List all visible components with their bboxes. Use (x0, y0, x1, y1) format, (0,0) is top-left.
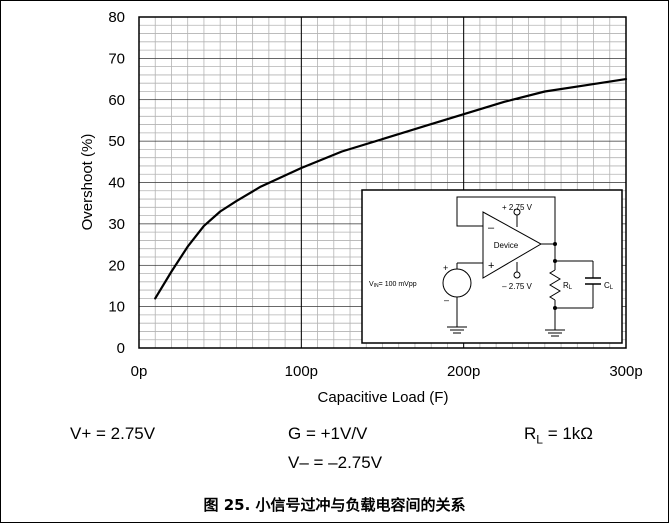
figure-caption: 图 25. 小信号过冲与负载电容间的关系 (203, 496, 466, 514)
inverting-sign: – (488, 222, 495, 234)
source-circle (442, 268, 472, 298)
noninverting-sign: + (488, 260, 494, 272)
x-tick-label: 100p (285, 363, 318, 380)
condition-rl: RL = 1kΩ (524, 424, 594, 447)
plot-border (138, 16, 627, 349)
condition-vplus: V+ = 2.75V (70, 424, 156, 443)
circuit-wires (447, 196, 594, 337)
y-tick-labels: 0 10 20 30 40 50 60 70 80 (108, 9, 125, 357)
series-layer (154, 78, 628, 300)
y-tick-label: 0 (117, 340, 125, 357)
y-tick-label: 30 (108, 216, 125, 233)
vin-label: VIN= 100 mVpp (369, 281, 417, 289)
vminus-label: – 2.75 V (502, 282, 532, 291)
y-axis-label: Overshoot (%) (79, 134, 96, 231)
y-tick-label: 50 (108, 133, 125, 150)
source-minus: – (444, 295, 449, 305)
condition-vminus: V– = –2.75V (288, 453, 383, 472)
x-tick-label: 0p (131, 363, 148, 380)
y-tick-label: 60 (108, 92, 125, 109)
rl-label: RL (563, 281, 573, 291)
overshoot-series-line (154, 78, 628, 300)
x-tick-label: 300p (609, 363, 642, 380)
y-tick-label: 80 (108, 9, 125, 26)
y-tick-label: 70 (108, 50, 125, 67)
x-axis-label: Capacitive Load (F) (318, 389, 449, 406)
y-tick-label: 20 (108, 257, 125, 274)
x-tick-labels: 0p 100p 200p 300p (131, 363, 643, 380)
source-plus: + (443, 263, 448, 273)
y-tick-label: 10 (108, 299, 125, 316)
x-tick-label: 200p (447, 363, 480, 380)
device-label: Device (494, 241, 519, 250)
circuit-inset: + 2.75 V – 2.75 V Device – + + – VIN= 10… (361, 189, 623, 344)
vplus-label: + 2.75 V (502, 203, 533, 212)
condition-gain: G = +1V/V (288, 424, 368, 443)
y-tick-label: 40 (108, 175, 125, 192)
cl-label: CL (604, 281, 614, 291)
opamp-triangle (482, 211, 543, 279)
